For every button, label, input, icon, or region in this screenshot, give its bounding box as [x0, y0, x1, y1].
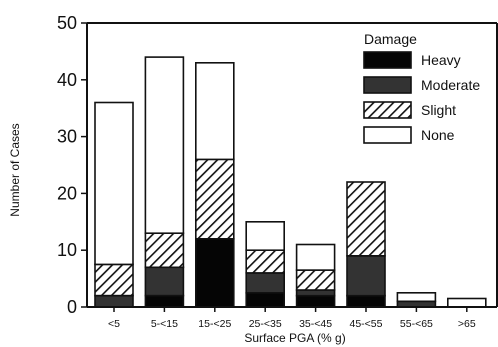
legend-swatch-none [363, 126, 412, 144]
x-tick-label: 55-<65 [400, 318, 433, 330]
y-tick-label: 0 [67, 297, 77, 317]
bar-segment-slight [295, 269, 336, 291]
y-tick-label: 40 [57, 70, 77, 90]
x-tick-label: <5 [108, 318, 120, 330]
bar-segment-moderate [295, 289, 336, 297]
x-tick-label: 5-<15 [151, 318, 178, 330]
legend-label-none: None [421, 127, 455, 143]
y-tick-label: 20 [57, 183, 77, 203]
x-tick-label: 35-<45 [299, 318, 332, 330]
legend-swatch-moderate [363, 76, 412, 94]
y-tick-label: 10 [57, 240, 77, 260]
x-axis-label: Surface PGA (% g) [244, 331, 345, 345]
legend-swatch-heavy [363, 51, 412, 69]
legend-label-heavy: Heavy [421, 52, 461, 68]
bar-segment-slight [245, 249, 285, 274]
x-tick-label: 45-<55 [350, 318, 383, 330]
legend-title: Damage [364, 31, 417, 47]
y-tick-label: 50 [57, 13, 77, 33]
x-tick-label: 15-<25 [198, 318, 231, 330]
bar-segment-slight [94, 263, 134, 297]
bar-segment-none [195, 61, 235, 161]
legend-label-moderate: Moderate [421, 77, 480, 93]
bar-segment-none [446, 297, 487, 308]
bar-segment-moderate [94, 294, 134, 308]
bar-segment-heavy [195, 238, 235, 308]
legend-label-slight: Slight [421, 102, 456, 118]
bar-segment-heavy [245, 291, 285, 308]
bar-segment-none [396, 291, 437, 303]
bar-segment-slight [195, 158, 235, 240]
bar-segment-moderate [144, 266, 185, 297]
bar-segment-none [245, 221, 285, 252]
bar-segment-heavy [144, 294, 185, 308]
legend-swatch-slight [363, 101, 412, 119]
x-tick-label: >65 [458, 318, 476, 330]
bar-segment-heavy [295, 294, 336, 308]
x-tick-label: 25-<35 [249, 318, 282, 330]
y-tick-label: 30 [57, 127, 77, 147]
bar-segment-moderate [245, 272, 285, 294]
y-axis-label: Number of Cases [8, 123, 22, 216]
plot-frame [86, 22, 498, 308]
ticks-layer: 0 10 20 30 40 50 <5 5-<15 15-<25 25-<35 35-<45 45-<… [57, 13, 476, 330]
bar-segment-slight [144, 232, 185, 269]
bar-segment-heavy [346, 294, 386, 308]
bar-segment-none [94, 101, 134, 266]
bar-segment-none [144, 56, 185, 235]
bar-segment-moderate [346, 255, 386, 297]
bar-segment-none [295, 243, 336, 271]
bar-segment-slight [346, 181, 386, 257]
bars-layer [94, 56, 487, 308]
